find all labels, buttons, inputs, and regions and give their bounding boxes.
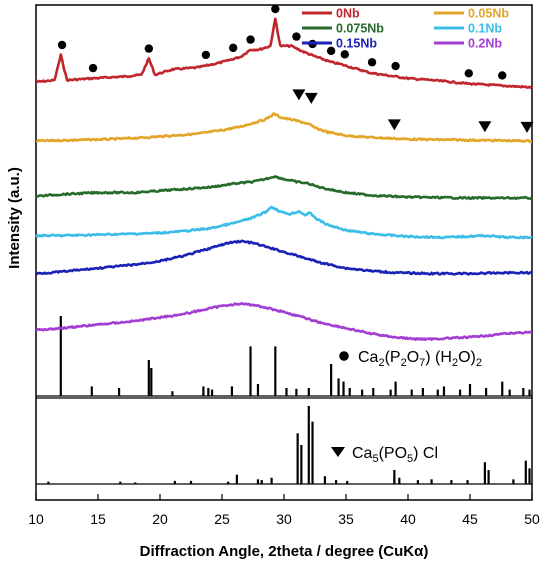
legend-item: 0Nb	[302, 7, 360, 21]
legend-label: 0.075Nb	[336, 22, 384, 36]
series-line-0.15Nb	[35, 239, 533, 276]
phase-marker-triangle	[292, 89, 306, 101]
phase-marker-circle	[57, 40, 67, 50]
series-line-0.05Nb	[35, 112, 533, 143]
formula-part: Ca	[352, 445, 373, 462]
legend-item: 0.15Nb	[302, 37, 377, 51]
phase-marker-circle	[246, 35, 255, 44]
series-line-0.1Nb	[34, 205, 533, 240]
legend-label: 0Nb	[336, 7, 360, 21]
phase-marker-triangle	[387, 119, 401, 131]
phase-marker-triangle	[304, 92, 318, 104]
phase-marker-circle	[228, 43, 238, 53]
phase-marker-circle	[464, 69, 473, 78]
x-tick-label: 20	[152, 511, 168, 527]
formula-part: O)	[458, 349, 476, 366]
reference-label: Ca2(P2O7) (H2O)2	[339, 349, 482, 369]
formula-part: Ca	[358, 349, 379, 366]
legend-label: 0.15Nb	[336, 37, 377, 51]
legend-item: 0.2Nb	[434, 37, 502, 51]
x-tick-label: 45	[462, 511, 478, 527]
phase-marker-triangle	[520, 121, 534, 133]
formula-part: O	[407, 349, 419, 366]
x-tick-label: 35	[338, 511, 354, 527]
x-tick-label: 30	[276, 511, 292, 527]
series-lines	[34, 17, 533, 342]
phase-marker-circle	[88, 63, 98, 73]
x-tick-label: 40	[400, 511, 416, 527]
phase-marker-circle	[201, 50, 211, 60]
x-axis-label: Diffraction Angle, 2theta / degree (CuKα…	[140, 543, 429, 560]
subscript: 5	[407, 453, 413, 465]
x-tick-label: 15	[90, 511, 106, 527]
x-tick-label: 50	[524, 511, 540, 527]
legend-label: 0.1Nb	[468, 22, 502, 36]
subscript: 5	[372, 453, 378, 465]
legend-triangle-icon	[331, 447, 345, 457]
phase-markers	[57, 4, 534, 133]
phase-marker-circle	[391, 61, 400, 71]
formula-part: (PO	[379, 445, 407, 462]
series-line-0Nb	[35, 17, 533, 89]
phase-marker-circle	[326, 46, 336, 56]
reference-label: Ca5(PO5) Cl	[331, 445, 438, 465]
series-line-0.075Nb	[35, 175, 533, 201]
legend-circle-icon	[339, 351, 349, 361]
x-axis-tick-labels: 10 15 20 25 30 35 40 45 50	[28, 511, 540, 527]
reference-name: Ca2(P2O7) (H2O)2	[358, 349, 482, 369]
x-tick-label: 25	[214, 511, 230, 527]
subscript: 2	[452, 357, 458, 369]
phase-marker-circle	[498, 71, 507, 80]
reference-pattern	[36, 316, 532, 397]
reference-name: Ca5(PO5) Cl	[352, 445, 438, 465]
phase-marker-circle	[144, 44, 154, 53]
phase-marker-circle	[367, 58, 377, 67]
y-axis-label: Intensity (a.u.)	[6, 167, 23, 269]
phase-marker-circle	[292, 32, 301, 41]
legend-item: 0.1Nb	[434, 22, 502, 36]
phase-marker-circle	[340, 50, 349, 59]
legend-item: 0.05Nb	[434, 7, 509, 21]
subscript: 2	[401, 357, 407, 369]
subscript: 7	[419, 357, 425, 369]
formula-part: ) Cl	[413, 445, 438, 462]
reference-pattern	[36, 406, 532, 485]
legend-label: 0.05Nb	[468, 7, 509, 21]
x-tick-label: 10	[28, 511, 44, 527]
subscript: 2	[378, 357, 384, 369]
phase-marker-circle	[271, 4, 280, 14]
legend-item: 0.075Nb	[302, 22, 384, 36]
subscript: 2	[476, 357, 482, 369]
formula-part: ) (H	[425, 349, 452, 366]
legend: 0Nb 0.05Nb 0.075Nb 0.1Nb 0.15Nb 0.2Nb	[302, 7, 509, 51]
series-line-0.2Nb	[35, 302, 533, 342]
legend-label: 0.2Nb	[468, 37, 502, 51]
reference-patterns	[36, 316, 532, 485]
x-axis-ticks	[35, 494, 533, 500]
phase-marker-triangle	[478, 121, 492, 133]
formula-part: (P	[385, 349, 401, 366]
